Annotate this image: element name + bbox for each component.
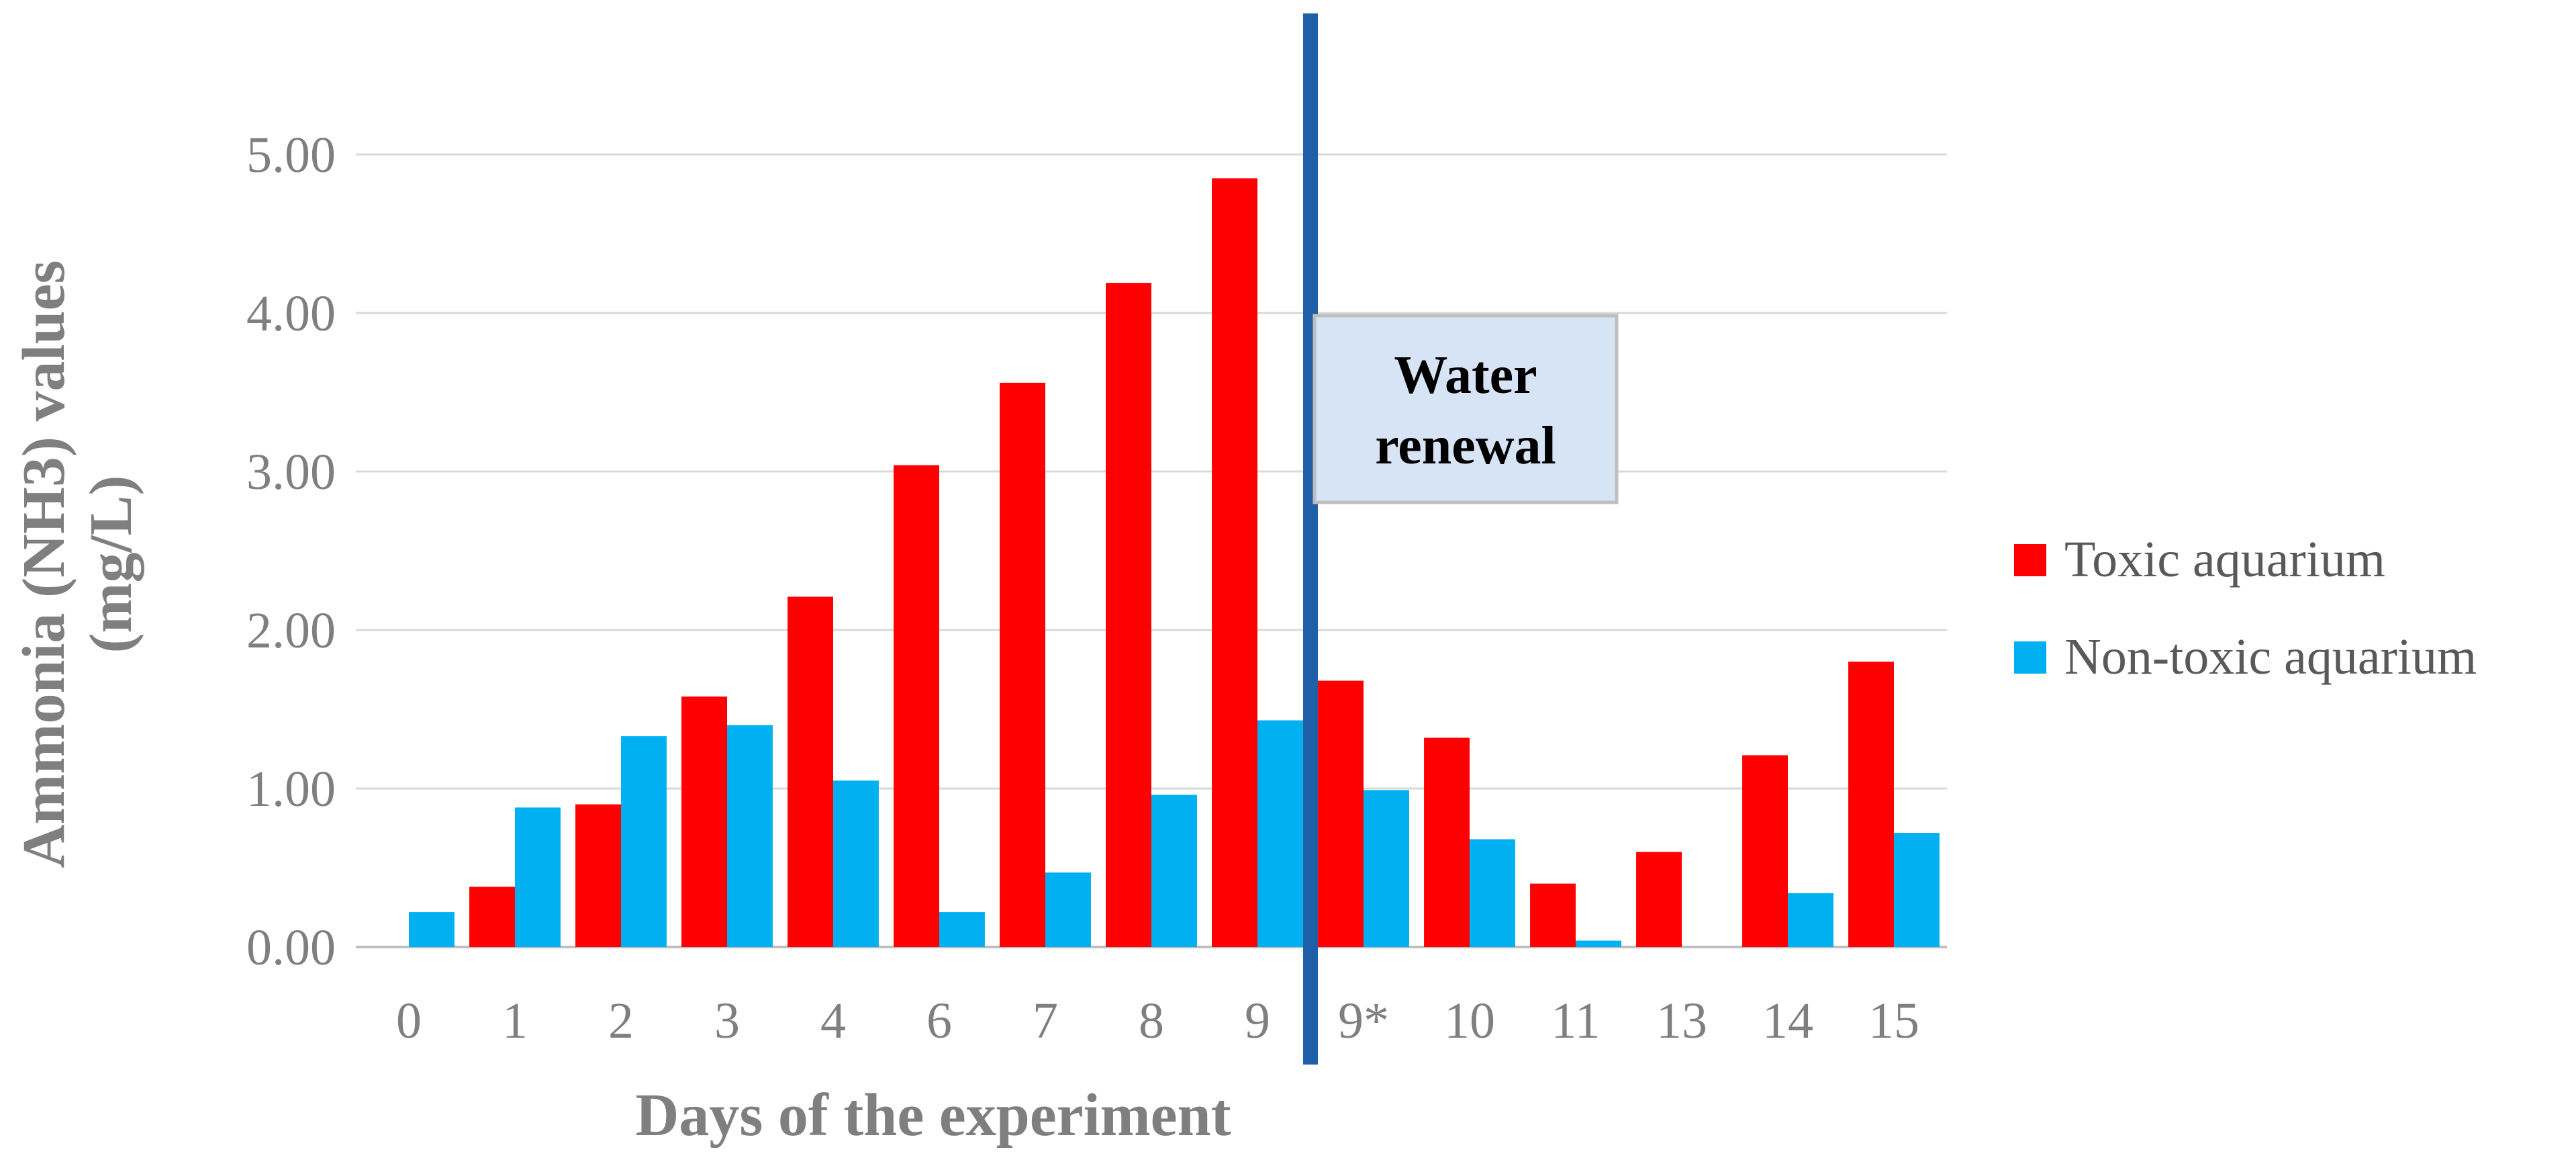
bar-toxic-7 [1000, 382, 1045, 947]
x-tick-label: 13 [1656, 993, 1707, 1049]
annotation-line-1: Water [1394, 346, 1537, 405]
bar-non-toxic-4 [833, 780, 879, 947]
x-tick-label: 10 [1444, 993, 1495, 1049]
bar-toxic-3 [681, 696, 727, 947]
x-tick-label: 0 [396, 993, 422, 1049]
x-tick-label: 14 [1762, 993, 1813, 1049]
bar-toxic-9 [1212, 178, 1257, 947]
y-tick-label: 4.00 [246, 285, 336, 342]
bar-non-toxic-0 [409, 912, 455, 947]
x-tick-label: 9 [1245, 993, 1270, 1049]
bar-toxic-2 [575, 804, 621, 947]
bar-toxic-4 [788, 596, 833, 947]
x-tick-label: 4 [820, 993, 846, 1049]
legend-swatch-non-toxic [2014, 641, 2046, 674]
bar-toxic-13 [1636, 852, 1682, 947]
x-tick-label: 7 [1033, 993, 1058, 1049]
y-tick-label: 5.00 [246, 127, 336, 183]
bar-non-toxic-6 [939, 912, 985, 947]
legend: Toxic aquarium Non-toxic aquarium [2014, 531, 2477, 685]
bar-non-toxic-14 [1788, 893, 1833, 947]
bar-non-toxic-7 [1045, 872, 1091, 947]
bar-non-toxic-1 [515, 807, 561, 947]
annotation-line-2: renewal [1375, 416, 1556, 476]
x-tick-labels: 0 1 2 3 4 6 7 8 9 9* 10 11 13 14 15 [396, 993, 1919, 1049]
bar-toxic-6 [894, 465, 939, 947]
bar-toxic-1 [469, 887, 515, 947]
bar-toxic-10 [1424, 737, 1470, 947]
y-tick-labels: 0.00 1.00 2.00 3.00 4.00 5.00 [246, 127, 336, 976]
annotation-box [1313, 314, 1619, 504]
bar-non-toxic-9* [1364, 790, 1409, 947]
y-tick-label: 2.00 [246, 602, 336, 659]
y-axis-title-line-1: Ammonia (NH3) values [11, 261, 77, 868]
x-tick-label: 11 [1551, 993, 1600, 1049]
x-tick-label: 9* [1338, 993, 1389, 1049]
bar-non-toxic-3 [727, 725, 773, 947]
x-tick-label: 3 [714, 993, 740, 1049]
bar-toxic-14 [1742, 755, 1788, 947]
bar-non-toxic-10 [1470, 839, 1515, 947]
x-tick-label: 2 [608, 993, 634, 1049]
x-tick-label: 6 [926, 993, 952, 1049]
legend-swatch-toxic [2014, 544, 2046, 576]
y-tick-label: 1.00 [246, 761, 336, 817]
x-tick-label: 15 [1868, 993, 1919, 1049]
bar-non-toxic-2 [621, 736, 667, 947]
bars [409, 178, 1940, 947]
legend-label-non-toxic: Non-toxic aquarium [2064, 629, 2477, 685]
bar-non-toxic-11 [1576, 940, 1621, 947]
y-tick-label: 0.00 [246, 919, 336, 976]
bar-toxic-9* [1318, 680, 1364, 947]
bar-non-toxic-15 [1894, 833, 1940, 947]
x-axis-title: Days of the experiment [635, 1082, 1231, 1149]
bar-non-toxic-9 [1257, 720, 1303, 947]
water-renewal-annotation: Water renewal [1313, 314, 1619, 504]
legend-label-toxic: Toxic aquarium [2064, 531, 2385, 588]
bar-toxic-11 [1530, 883, 1576, 947]
y-axis-title: Ammonia (NH3) values (mg/L) [11, 261, 144, 868]
y-axis-title-line-2: (mg/L) [78, 476, 144, 654]
bar-toxic-8 [1106, 283, 1151, 947]
x-tick-label: 1 [502, 993, 528, 1049]
bar-toxic-15 [1848, 662, 1894, 947]
x-tick-label: 8 [1139, 993, 1164, 1049]
bar-non-toxic-8 [1151, 795, 1197, 947]
y-tick-label: 3.00 [246, 444, 336, 500]
